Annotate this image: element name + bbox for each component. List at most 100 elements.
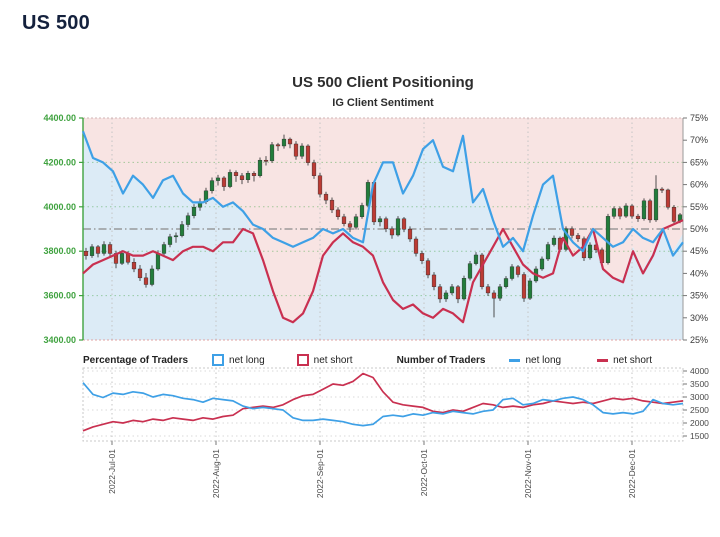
candle-body <box>167 236 173 245</box>
candle-body <box>221 177 227 187</box>
bg-above-region <box>83 118 683 323</box>
candle-body <box>155 253 161 270</box>
candle-body <box>485 286 491 294</box>
candle-body <box>419 253 425 261</box>
date-axis-tick-label: 2022-Aug-01 <box>211 449 221 498</box>
net-short-pct-line <box>82 219 684 324</box>
candle-body <box>149 268 155 285</box>
price-axis-tick-label: 3600.00 <box>43 291 76 301</box>
candle-body <box>431 274 437 287</box>
candle-body <box>647 200 653 221</box>
candle-body <box>191 207 197 216</box>
candle-body <box>611 208 617 217</box>
candle-body <box>587 244 593 259</box>
candle-body <box>401 218 407 230</box>
candle-body <box>521 274 527 299</box>
candle-body <box>257 159 263 176</box>
date-axis-tick-label: 2022-Nov-01 <box>523 449 533 498</box>
candle-body <box>665 189 671 208</box>
candle-body <box>641 200 647 219</box>
legend-pct-net-short: net short <box>296 354 353 366</box>
candle-body <box>407 229 413 240</box>
net-short-line-icon <box>597 358 609 362</box>
candle-body <box>131 262 137 270</box>
candle-body <box>551 237 557 245</box>
legend-percentage-of-traders-label: Percentage of Traders <box>83 354 189 366</box>
chart-subtitle: IG Client Sentiment <box>332 97 434 109</box>
candle-body <box>623 205 629 217</box>
candle-body <box>653 188 659 221</box>
candle-body <box>245 173 251 180</box>
candle-body <box>137 268 143 279</box>
net-long-traders-line <box>82 382 684 427</box>
candle-body <box>575 235 581 239</box>
candle-body <box>173 235 179 238</box>
candle-body <box>605 216 611 263</box>
candle-body <box>617 208 623 217</box>
candle-body <box>275 144 281 147</box>
pct-axis-tick-label: 55% <box>690 202 708 212</box>
page-title: US 500 <box>22 12 90 34</box>
candle-body <box>317 175 323 195</box>
candle-body <box>347 223 353 228</box>
candle-body <box>185 215 191 225</box>
candle-body <box>635 215 641 219</box>
price-axis-tick-label: 3400.00 <box>43 335 76 345</box>
pct-axis-tick-label: 65% <box>690 157 708 167</box>
candle-body <box>425 260 431 276</box>
candle-body <box>269 144 275 162</box>
candle-body <box>299 145 305 157</box>
sub-chart-frame <box>82 367 684 442</box>
net-short-square-icon <box>296 354 309 366</box>
bg-below-region <box>83 131 683 340</box>
candle-body <box>215 177 221 181</box>
candle-body <box>227 172 233 187</box>
candle-body <box>497 286 503 299</box>
candle-body <box>539 258 545 270</box>
candle-body <box>335 209 341 217</box>
candle-body <box>443 292 449 300</box>
price-axis-tick-label: 4400.00 <box>43 113 76 123</box>
candle-body <box>119 253 125 264</box>
candle-body <box>179 224 185 236</box>
candle-body <box>461 278 467 300</box>
candle-body <box>473 254 479 264</box>
candle-body <box>281 138 287 147</box>
candle-body <box>353 216 359 228</box>
candle-body <box>389 228 395 236</box>
candle-body <box>311 162 317 176</box>
net-long-square-icon <box>212 354 225 366</box>
net-short-traders-line <box>82 372 684 432</box>
candle-body <box>239 175 245 180</box>
chart-legend: Percentage of Traders net long net short… <box>83 351 683 369</box>
pct-axis-tick-label: 70% <box>690 135 708 145</box>
candle-body <box>251 173 257 176</box>
pct-axis-tick-label: 30% <box>690 313 708 323</box>
candle-body <box>491 292 497 299</box>
candle-body <box>161 244 167 254</box>
sub-axis-tick-label: 4000 <box>690 366 709 376</box>
candle-body <box>209 180 215 192</box>
candle-body <box>629 205 635 217</box>
candle-body <box>287 138 293 145</box>
legend-number-of-traders-label: Number of Traders <box>396 354 486 366</box>
legend-num-net-long: net long <box>509 355 561 366</box>
candle-body <box>413 238 419 254</box>
pct-axis-tick-label: 25% <box>690 335 708 345</box>
candle-body <box>467 263 473 279</box>
pct-axis-tick-label: 50% <box>690 224 708 234</box>
candle-body <box>455 286 461 300</box>
pct-axis-tick-label: 60% <box>690 180 708 190</box>
candle-body <box>89 246 95 256</box>
candle-body <box>365 182 371 206</box>
candle-body <box>323 193 329 201</box>
net-long-line-icon <box>509 358 521 362</box>
candle-body <box>509 266 515 279</box>
legend-pct-net-long: net long <box>212 354 265 366</box>
candle-body <box>569 228 575 236</box>
candle-body <box>515 266 521 275</box>
candle-body <box>395 218 401 236</box>
pct-axis-tick-label: 75% <box>690 113 708 123</box>
